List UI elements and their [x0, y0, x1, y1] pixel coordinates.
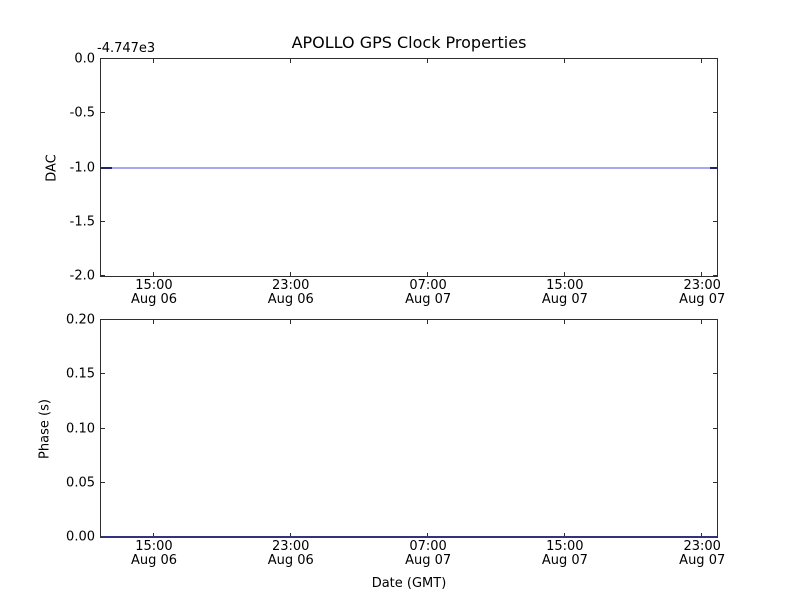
data-line [101, 166, 717, 169]
y-tick [101, 275, 105, 276]
x-tick-label-line: 15:00 [135, 278, 173, 293]
phase-plot-area: 15:00 Aug 06 23:00 Aug 06 07:00 Aug 07 15:00 Au… [66, 313, 725, 568]
y-tick [713, 427, 717, 429]
x-tick-label-line: Aug 07 [541, 292, 588, 307]
x-tick-label-line: Aug 06 [267, 553, 314, 568]
data-line-endpoint [101, 166, 112, 169]
x-tick-label-line: 15:00 [546, 539, 584, 554]
x-tick [563, 320, 565, 324]
dac-axis-label: DAC [44, 154, 60, 182]
y-tick [713, 319, 717, 320]
x-tick-label-line: Aug 07 [405, 553, 452, 568]
x-tick-label: 15:00 Aug 06 [131, 279, 177, 307]
x-tick [289, 272, 291, 276]
y-tick [713, 112, 717, 114]
y-axis-offset-label: -4.747e3 [97, 41, 156, 56]
x-tick [427, 272, 429, 276]
y-tick [101, 319, 105, 320]
x-tick-label-line: Aug 06 [130, 553, 177, 568]
x-tick [152, 320, 154, 324]
y-tick [713, 373, 717, 375]
phase-axis-label: Phase (s) [37, 399, 53, 459]
y-tick [713, 58, 717, 59]
y-tick [713, 481, 717, 483]
x-tick [701, 533, 703, 537]
x-tick [152, 533, 154, 537]
y-tick [101, 427, 105, 429]
data-line-endpoint [710, 166, 717, 169]
x-tick-label: 15:00 Aug 06 [131, 540, 177, 568]
x-tick-label-line: Aug 07 [541, 553, 588, 568]
x-tick-label-line: Aug 07 [405, 292, 452, 307]
x-tick [563, 59, 565, 63]
y-tick-label: 0.15 [66, 366, 95, 382]
y-tick [101, 112, 105, 114]
x-tick [152, 59, 154, 63]
x-tick [563, 272, 565, 276]
x-tick-label: 07:00 Aug 07 [405, 279, 451, 307]
y-tick [713, 220, 717, 222]
x-tick [289, 320, 291, 324]
x-tick-label: 15:00 Aug 07 [542, 279, 588, 307]
x-tick [701, 59, 703, 63]
y-tick [713, 275, 717, 276]
y-tick-label: -2.0 [69, 268, 95, 284]
chart-title: APOLLO GPS Clock Properties [291, 33, 527, 52]
x-tick-label: 23:00 Aug 06 [268, 540, 314, 568]
x-tick-label-line: Aug 07 [679, 553, 726, 568]
y-tick-label: 0.00 [66, 529, 95, 545]
x-tick-label-line: 23:00 [271, 278, 310, 293]
dac-plot-area: 15:00 Aug 06 23:00 Aug 06 07:00 Aug 07 15:00 Au… [70, 52, 726, 307]
x-tick-label-line: 23:00 [683, 278, 721, 293]
y-tick [101, 481, 105, 483]
data-line [101, 536, 717, 538]
x-tick [289, 533, 291, 537]
x-axis-label: Date (GMT) [371, 576, 447, 591]
x-tick [701, 272, 703, 276]
y-tick-label: -1.5 [69, 214, 95, 230]
y-tick-label: -0.5 [69, 105, 95, 121]
x-tick-label: 23:00 Aug 06 [268, 279, 314, 307]
x-tick-label-line: 07:00 [409, 278, 447, 293]
x-tick-label-line: Aug 06 [267, 292, 314, 307]
y-tick-label: 0.05 [66, 475, 95, 491]
x-tick-label-line: 15:00 [135, 539, 173, 554]
x-tick-label-line: 23:00 [683, 539, 721, 554]
y-tick-label: 0.10 [66, 421, 95, 436]
x-tick-label-line: Aug 07 [679, 292, 726, 307]
x-tick [427, 59, 429, 63]
x-tick-label: 23:00 Aug 07 [679, 540, 725, 568]
x-tick-label-line: Aug 06 [130, 292, 177, 307]
x-tick-label: 15:00 Aug 07 [542, 540, 588, 568]
x-tick-label: 07:00 Aug 07 [405, 540, 451, 568]
x-tick-label-line: 07:00 [409, 539, 447, 554]
y-tick [101, 58, 105, 59]
y-tick [101, 220, 105, 222]
y-tick-label: -1.0 [69, 160, 95, 175]
x-tick-label-line: 15:00 [546, 278, 584, 293]
x-tick [563, 533, 565, 537]
y-tick-label: 0.0 [74, 51, 95, 67]
x-tick [289, 59, 291, 63]
y-tick [101, 373, 105, 375]
x-tick [427, 320, 429, 324]
x-tick-label-line: 23:00 [271, 539, 310, 554]
x-tick [427, 533, 429, 537]
x-tick [152, 272, 154, 276]
x-tick-label: 23:00 Aug 07 [679, 279, 725, 307]
y-tick-label: 0.20 [66, 312, 95, 328]
x-tick [701, 320, 703, 324]
